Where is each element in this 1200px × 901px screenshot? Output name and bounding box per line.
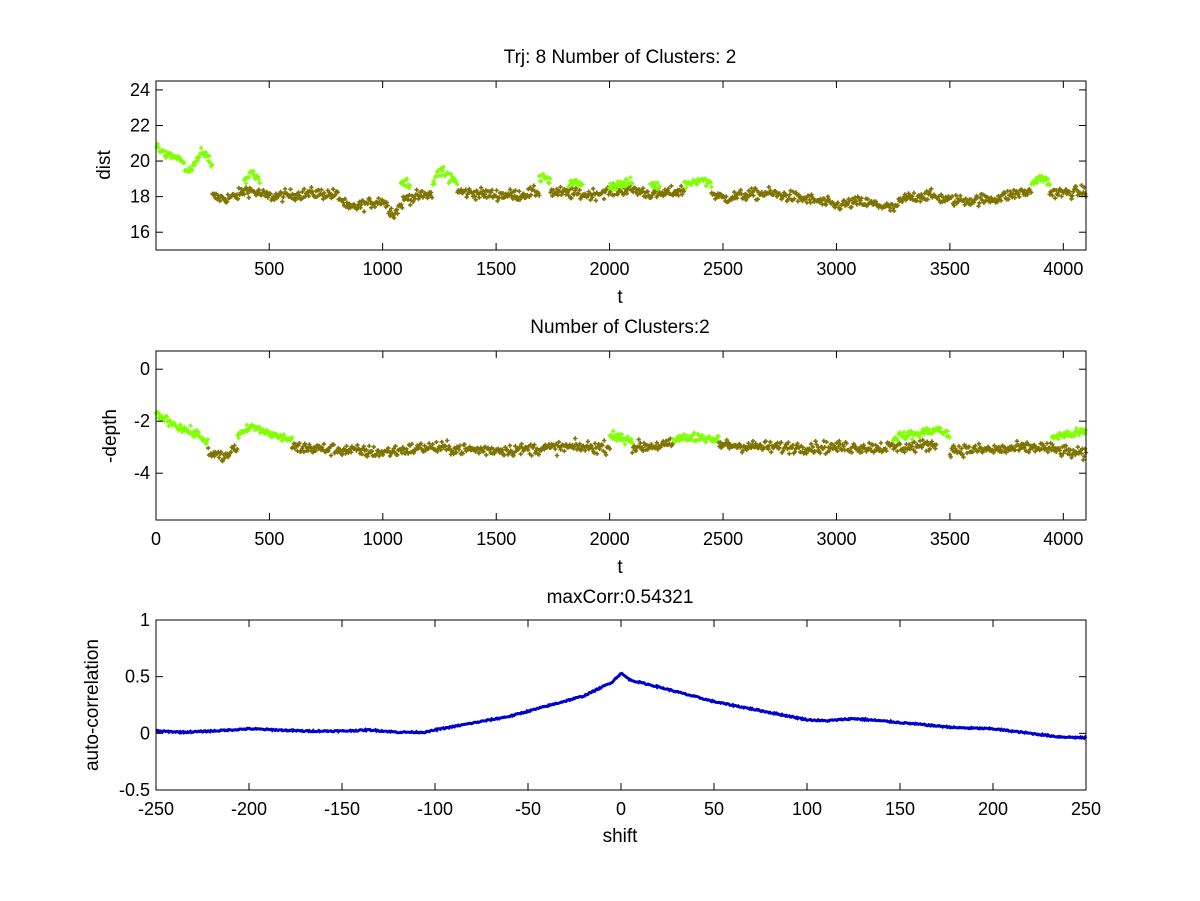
autocorr-panel-xtick-label: 200 [978,799,1008,819]
autocorr-panel-xtick-label: 250 [1071,799,1101,819]
depth-panel-xtick-label: 3000 [816,529,856,549]
depth-panel-ticks: 0 500 1000 1500 2000 2500 3000 3500 4000 -4 -2 0 [134,351,1086,549]
depth-panel-points-1 [206,436,1089,464]
autocorr-panel-ytick-label: 1 [140,610,150,630]
dist-panel-title: Trj: 8 Number of Clusters: 2 [504,47,737,68]
dist-panel-xlabel: t [617,287,623,308]
dist-panel-points-1 [210,181,1089,221]
autocorr-panel-xtick-label: 0 [616,799,626,819]
depth-panel-series-1 [206,436,1089,464]
autocorr-panel-xtick-label: 100 [792,799,822,819]
autocorr-panel-xtick-label: -50 [515,799,541,819]
depth-panel-ytick-label: -4 [134,463,150,483]
dist-panel-xtick-label: 3000 [816,259,856,279]
depth-panel-xtick-label: 500 [254,529,284,549]
depth-panel-xtick-label: 4000 [1043,529,1083,549]
depth-panel-xtick-label: 2500 [703,529,743,549]
dist-panel-axes-frame [155,80,1087,251]
dist-panel-series-2 [154,141,1052,192]
depth-panel-xlabel: t [617,557,623,578]
depth-panel-ytick-label: 0 [140,359,150,379]
depth-panel-xtick-label: 3500 [930,529,970,549]
depth-panel-ytick-label: -2 [134,411,150,431]
autocorr-panel-xtick-label: -100 [417,799,453,819]
depth-panel-xtick-label: 2000 [590,529,630,549]
dist-panel-ylabel: dist [94,150,115,180]
depth-panel-marks [153,410,1089,464]
dist-panel-xtick-label: 2500 [703,259,743,279]
autocorr-panel-xlabel: shift [603,826,639,847]
dist-panel-ytick-label: 24 [130,80,150,100]
depth-panel-title: Number of Clusters:2 [530,317,710,338]
depth-panel-axes-frame [155,350,1087,521]
dist-panel-ytick-label: 16 [130,222,150,242]
dist-panel-ytick-label: 18 [130,187,150,207]
depth-panel-xtick-label: 0 [151,529,161,549]
autocorr-panel-ytick-label: 0.5 [125,667,150,687]
autocorr-panel-xtick-label: 150 [885,799,915,819]
dist-panel-xtick-label: 500 [254,259,284,279]
dist-panel-marks [154,141,1089,221]
autocorr-panel-ticks: -250 -200 -150 -100 -50 0 50 100 150 200 250 -0.5 0 0… [119,610,1101,819]
autocorr-panel-ytick-label: -0.5 [119,780,150,800]
autocorr-panel-xtick-label: -200 [231,799,267,819]
dist-panel-xtick-label: 1000 [363,259,403,279]
dist-panel-series-1 [210,181,1089,221]
dist-panel-ticks: 500 1000 1500 2000 2500 3000 3500 4000 16 18 20 22 2… [130,80,1086,279]
dist-panel-xtick-label: 3500 [930,259,970,279]
autocorr-panel-marks [155,671,1088,741]
autocorr-panel-ylabel: auto-correlation [82,639,103,771]
autocorr-panel-xtick-label: 50 [704,799,724,819]
autocorr-panel-ytick-label: 0 [140,723,150,743]
depth-panel: Number of Clusters:2 0 500 1000 1500 2000 250… [100,317,1089,578]
dist-panel-xtick-label: 4000 [1043,259,1083,279]
autocorr-panel-title: maxCorr:0.54321 [547,587,694,608]
autocorr-panel: maxCorr:0.54321 -250 -200 -150 -100 -50 0 50 10… [82,587,1101,847]
depth-panel-xtick-label: 1500 [476,529,516,549]
depth-panel-ylabel: -depth [100,409,121,463]
dist-panel-points-2 [154,141,1052,192]
depth-panel-xtick-label: 1000 [363,529,403,549]
dist-panel-xtick-label: 2000 [590,259,630,279]
dist-panel-xtick-label: 1500 [476,259,516,279]
dist-panel-ytick-label: 22 [130,115,150,135]
dist-panel: Trj: 8 Number of Clusters: 2 500 1000 1500… [94,47,1089,308]
autocorr-panel-series-line [155,671,1088,741]
autocorr-panel-xtick-label: -150 [324,799,360,819]
autocorr-panel-xtick-label: -250 [138,799,174,819]
dist-panel-ytick-label: 20 [130,151,150,171]
